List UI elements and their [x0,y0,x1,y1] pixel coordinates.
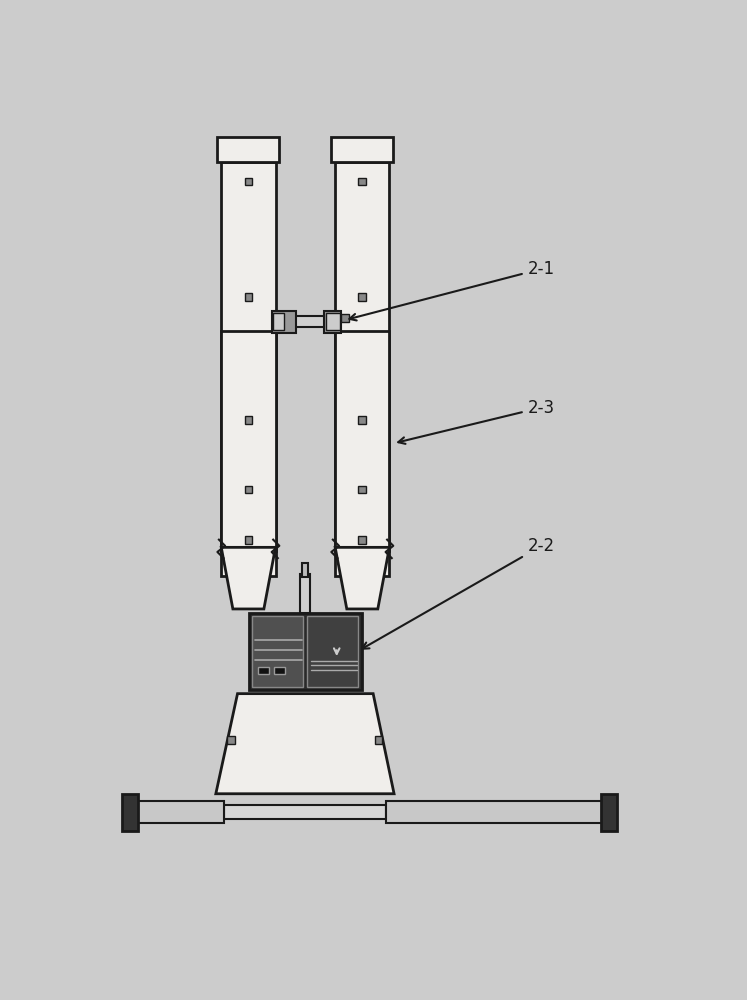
Bar [244,416,252,424]
Bar [306,616,358,687]
Bar [326,313,340,330]
Bar [249,613,362,690]
Bar [341,314,349,322]
Bar [244,536,252,544]
Bar [272,311,297,333]
Bar [227,736,235,744]
Bar [359,293,366,301]
Bar [359,178,366,185]
Text: 2-1: 2-1 [350,260,554,320]
Bar [274,667,285,674]
Text: 2-2: 2-2 [362,537,554,649]
Bar [221,331,276,551]
Bar [332,137,394,162]
Bar [244,293,252,301]
Bar [300,574,309,613]
Bar [221,162,276,576]
Bar [258,667,270,674]
Text: 2-3: 2-3 [398,399,554,444]
Bar [324,311,341,333]
Bar [276,316,335,327]
Bar [223,805,386,819]
Bar [252,616,303,687]
Bar [335,162,389,576]
Bar [217,137,279,162]
Polygon shape [221,547,276,609]
Bar [136,801,223,823]
Bar [122,794,137,831]
Bar [302,563,308,577]
Bar [386,801,603,823]
Polygon shape [216,694,394,794]
Bar [359,486,366,493]
Bar [359,536,366,544]
Polygon shape [335,547,389,609]
Bar [375,736,382,744]
Bar [359,416,366,424]
Bar [273,313,284,330]
Bar [244,486,252,493]
Bar [335,331,389,551]
Bar [601,794,616,831]
Bar [244,178,252,185]
